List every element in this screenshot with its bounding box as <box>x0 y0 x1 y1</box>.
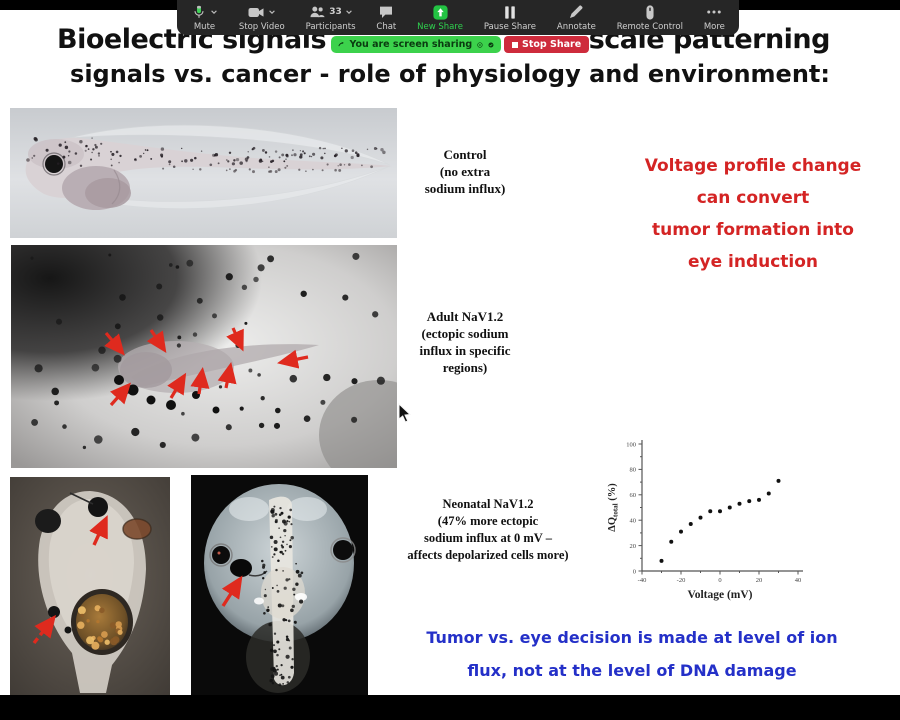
control-label: Control (no extra sodium influx) <box>424 147 506 196</box>
chat-bubble-icon <box>380 6 393 18</box>
tadpole-head-tumor-image <box>10 477 170 695</box>
mouse-cursor <box>398 403 412 423</box>
remote-mouse-icon <box>646 4 654 20</box>
tumor-vs-eye-note: Tumor vs. eye decision is made at level … <box>426 628 838 680</box>
svg-text:60: 60 <box>630 492 637 499</box>
mute-label: Mute <box>193 22 216 32</box>
pencil-icon <box>570 5 583 18</box>
spine-speckles <box>261 505 304 687</box>
share-screen-icon <box>432 4 448 20</box>
zoom-meeting-toolbar: Mute Stop Video 33 Partici <box>177 0 739 35</box>
svg-text:20: 20 <box>756 577 763 584</box>
svg-text:0: 0 <box>633 568 636 575</box>
svg-text:-40: -40 <box>638 577 647 584</box>
remote-control-button[interactable]: Remote Control <box>615 2 685 33</box>
chevron-down-icon[interactable] <box>210 8 218 16</box>
svg-text:ΔQtotal (%): ΔQtotal (%) <box>607 483 620 532</box>
svg-text:40: 40 <box>795 577 802 584</box>
participants-button[interactable]: 33 Participants <box>304 2 358 33</box>
record-dot-icon[interactable] <box>477 40 483 50</box>
flux-chart-svg: -40 -20 0 20 40 0 20 40 60 80 100 Voltage (mV) ΔQtot… <box>607 440 803 601</box>
svg-text:Voltage (mV): Voltage (mV) <box>687 589 752 601</box>
red-arrows <box>32 515 108 645</box>
annotate-label: Annotate <box>556 22 596 32</box>
ellipsis-icon <box>707 10 722 14</box>
participants-icon <box>310 6 325 18</box>
svg-text:20: 20 <box>630 543 637 550</box>
mute-button[interactable]: Mute <box>189 2 220 33</box>
pause-share-button[interactable]: Pause Share <box>482 2 538 33</box>
participants-label: Participants <box>305 22 356 32</box>
remote-control-label: Remote Control <box>616 22 683 32</box>
more-label: More <box>703 22 725 32</box>
new-share-label: New Share <box>417 22 463 32</box>
stop-share-button[interactable]: Stop Share <box>504 36 590 53</box>
annotate-button[interactable]: Annotate <box>555 2 598 33</box>
neonatal-nav-label: Neonatal NaV1.2 (47% more ectopic sodium… <box>407 497 569 562</box>
sharing-status-text: You are screen sharing <box>349 39 473 50</box>
voltage-profile-note: Voltage profile change can convert tumor… <box>644 156 862 272</box>
svg-text:0: 0 <box>718 577 721 584</box>
video-camera-icon <box>248 7 264 17</box>
more-button[interactable]: More <box>702 2 727 33</box>
red-arrows <box>104 327 309 407</box>
chevron-down-icon[interactable] <box>345 8 353 16</box>
check-circle-icon[interactable] <box>488 40 494 50</box>
tadpole-side-view-image <box>10 108 397 238</box>
stop-share-label: Stop Share <box>522 39 582 50</box>
window-bottom-bar <box>0 695 900 720</box>
gold-speckles <box>77 605 123 650</box>
tadpole-head-dorsal-image <box>191 475 368 695</box>
participants-count: 33 <box>329 7 342 17</box>
chevron-down-icon[interactable] <box>268 8 276 16</box>
sharing-swoosh-icon <box>338 41 344 47</box>
slide-title-line2: signals vs. cancer - role of physiology … <box>70 60 830 88</box>
adult-nav-label: Adult NaV1.2 (ectopic sodium influx in s… <box>419 309 511 375</box>
stop-video-button[interactable]: Stop Video <box>237 2 287 33</box>
svg-text:-20: -20 <box>677 577 686 584</box>
pause-share-label: Pause Share <box>483 22 537 32</box>
chat-button[interactable]: Chat <box>374 2 398 33</box>
stop-square-icon <box>512 41 518 48</box>
svg-text:40: 40 <box>630 518 637 525</box>
melanocyte-field-image <box>11 245 397 468</box>
melanocyte-dots <box>30 252 385 450</box>
red-arrow <box>221 575 243 607</box>
screen-sharing-banner: You are screen sharing Stop Share <box>331 36 590 53</box>
pause-icon <box>505 5 515 19</box>
sharing-status-pill: You are screen sharing <box>331 36 501 53</box>
microphone-icon <box>194 5 204 18</box>
new-share-button[interactable]: New Share <box>415 2 465 33</box>
svg-text:100: 100 <box>626 441 636 448</box>
stop-video-label: Stop Video <box>238 22 285 32</box>
tadpole-speckles <box>31 136 386 174</box>
svg-text:80: 80 <box>630 467 637 474</box>
chat-label: Chat <box>376 22 397 32</box>
